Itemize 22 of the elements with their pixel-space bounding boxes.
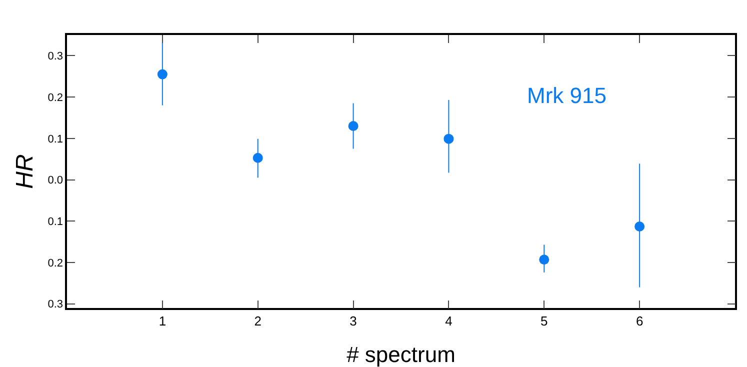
x-tick-label: 1: [158, 313, 166, 328]
point: [252, 152, 263, 163]
y-tick-label: 0.1: [48, 216, 64, 228]
y-tick-label: 0.3: [48, 50, 64, 63]
y-tick-label: 0.3: [48, 298, 64, 311]
x-tick-label: 6: [636, 313, 644, 328]
x-axis-title: # spectrum: [346, 342, 456, 367]
point: [539, 254, 550, 265]
x-tick-label: 5: [540, 313, 548, 328]
y-tick-label: 0.1: [48, 133, 64, 146]
x-tick-label: 4: [445, 313, 452, 328]
point: [444, 134, 454, 144]
y-axis-title: HR: [11, 154, 38, 189]
y-tick-label: 0.0: [48, 174, 64, 187]
y-tick-label: 0.2: [48, 92, 64, 104]
point: [157, 69, 168, 80]
annotation: Mrk 915: [527, 83, 606, 108]
point: [348, 121, 358, 131]
x-tick-label: 2: [254, 313, 262, 328]
x-tick-label: 3: [350, 313, 357, 328]
point: [634, 222, 645, 232]
y-tick-label: 0.2: [48, 257, 64, 270]
